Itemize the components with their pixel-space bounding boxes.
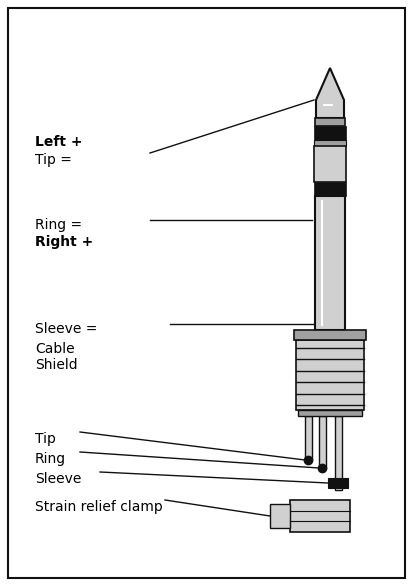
Bar <box>270 504 290 528</box>
Text: Ring =: Ring = <box>35 218 82 232</box>
Bar <box>315 118 345 126</box>
Bar <box>328 478 348 488</box>
Bar <box>314 182 346 196</box>
Text: Strain relief clamp: Strain relief clamp <box>35 500 163 514</box>
Bar <box>298 410 362 416</box>
Bar <box>318 416 325 468</box>
Bar <box>314 126 346 140</box>
Text: Right +: Right + <box>35 235 93 249</box>
Bar <box>294 330 366 340</box>
Bar <box>314 146 346 182</box>
Bar <box>304 416 311 460</box>
Text: Sleeve =: Sleeve = <box>35 322 97 336</box>
Text: Shield: Shield <box>35 358 78 372</box>
Bar <box>315 196 345 330</box>
Text: Tip =: Tip = <box>35 153 72 167</box>
Bar <box>335 488 342 490</box>
Bar <box>296 340 364 410</box>
Text: Sleeve: Sleeve <box>35 472 81 486</box>
Text: Ring: Ring <box>35 452 66 466</box>
Text: Cable: Cable <box>35 342 75 356</box>
Text: Left +: Left + <box>35 135 83 149</box>
Polygon shape <box>316 68 344 118</box>
Bar <box>290 500 350 532</box>
Bar <box>335 416 342 490</box>
Text: Tip: Tip <box>35 432 56 446</box>
Bar <box>314 140 346 146</box>
